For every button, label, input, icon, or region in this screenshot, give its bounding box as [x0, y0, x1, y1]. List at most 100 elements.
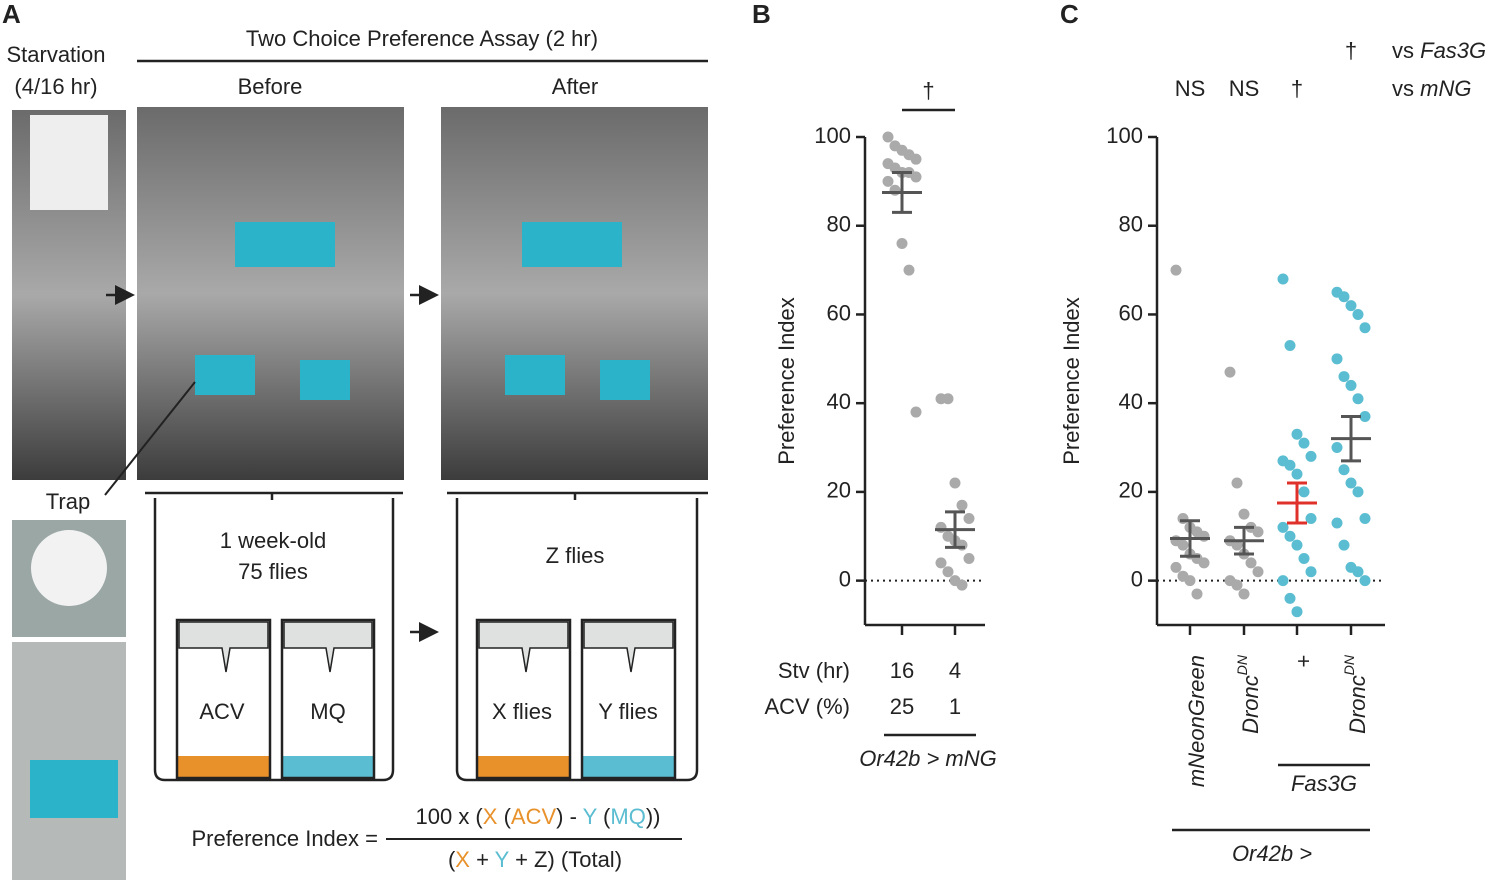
data-point: [1305, 450, 1317, 462]
y-tick-label: 80: [827, 212, 851, 237]
y-tick-label: 0: [839, 566, 851, 591]
starvation-label: Starvation: [6, 42, 105, 67]
photo-plug: [30, 115, 108, 210]
data-point: [1298, 552, 1310, 564]
row-cell: 25: [890, 694, 914, 719]
trap-label: Trap: [46, 489, 90, 514]
sem-bar: [1341, 414, 1361, 463]
data-point: [1184, 575, 1196, 587]
formula-part: X: [483, 804, 498, 829]
y-tick-label: 40: [827, 389, 851, 414]
row-label: Stv (hr): [778, 658, 850, 683]
data-point: [1170, 561, 1182, 573]
comparison-mark: †: [1345, 38, 1357, 63]
genotype: Or42b >: [1232, 841, 1312, 866]
data-point: [903, 264, 915, 276]
data-point: [1252, 526, 1264, 538]
row-cell: 4: [949, 658, 961, 683]
row-cell: 16: [890, 658, 914, 683]
y-axis-label: Preference Index: [1059, 297, 1084, 465]
data-point: [882, 131, 894, 143]
flies-label: 1 week-old: [220, 528, 326, 553]
data-point: [889, 184, 901, 196]
category-text: Dronc: [1345, 675, 1370, 734]
data-point: [1284, 459, 1296, 471]
beaker: [153, 498, 395, 782]
comparison-label: vs mNG: [1392, 76, 1471, 101]
photo-after: [441, 107, 708, 480]
data-point: [882, 175, 894, 187]
data-point: [1345, 477, 1357, 489]
formula-part: ) -: [556, 804, 582, 829]
y-tick-label: 20: [827, 478, 851, 503]
data-point: [1170, 264, 1182, 276]
photo-label: [195, 355, 255, 395]
significance: †: [922, 78, 934, 103]
sem-bar: [945, 510, 965, 549]
y-tick-label: 0: [1131, 566, 1143, 591]
y-axis-label: Preference Index: [774, 297, 799, 465]
category-sup: DN: [1234, 654, 1250, 675]
comparison-mark: NS: [1175, 76, 1206, 101]
comparison-part: Fas3G: [1420, 38, 1486, 63]
data-point: [1359, 513, 1371, 525]
data-point: [1359, 575, 1371, 587]
data-point: [1305, 566, 1317, 578]
data-point: [1345, 300, 1357, 312]
row-cell: 1: [949, 694, 961, 719]
data-point: [1277, 273, 1289, 285]
photo-label: [505, 355, 565, 395]
data-point: [1238, 588, 1250, 600]
data-point: [1238, 508, 1250, 520]
comparison-label: vs Fas3G: [1392, 38, 1486, 63]
data-point: [1352, 486, 1364, 498]
data-point: [1291, 468, 1303, 480]
photo-label: [600, 360, 650, 400]
y-tick-label: 80: [1119, 212, 1143, 237]
data-point: [1231, 539, 1243, 551]
formula-denominator: (X + Y + Z) (Total): [448, 847, 622, 872]
data-point: [1331, 353, 1343, 365]
data-point: [1331, 442, 1343, 454]
data-point: [1359, 322, 1371, 334]
panel-letter: B: [752, 0, 771, 29]
y-tick-label: 100: [1106, 123, 1143, 148]
data-point: [1338, 464, 1350, 476]
data-point: [963, 552, 975, 564]
data-point: [956, 539, 968, 551]
data-point: [956, 579, 968, 591]
formula-part: (: [448, 847, 456, 872]
y-tick-label: 60: [1119, 300, 1143, 325]
category-text: +: [1291, 655, 1316, 668]
before-label: Before: [238, 74, 303, 99]
data-point: [1284, 592, 1296, 604]
photo-trap-foam: [31, 530, 107, 606]
vial-label: ACV: [199, 699, 245, 724]
x-tick-label: DroncDN: [1341, 654, 1370, 734]
data-point: [1352, 566, 1364, 578]
data-point: [949, 477, 961, 489]
y-tick-label: 20: [1119, 478, 1143, 503]
data-point: [956, 499, 968, 511]
category-text: Dronc: [1238, 675, 1263, 734]
beaker: [455, 498, 699, 782]
sem-bar: [1180, 519, 1200, 558]
data-point: [1359, 410, 1371, 422]
data-point: [1338, 291, 1350, 303]
data-point: [1177, 539, 1189, 551]
formula-part: +: [470, 847, 495, 872]
vial-label: X flies: [492, 699, 552, 724]
flies-label: Z flies: [546, 543, 605, 568]
data-point: [1345, 379, 1357, 391]
genotype: Or42b > mNG: [859, 746, 997, 771]
data-point: [1231, 579, 1243, 591]
category-text: mNeonGreen: [1184, 655, 1209, 787]
formula-part: (: [597, 804, 611, 829]
data-point: [1231, 477, 1243, 489]
formula-part: Y: [495, 847, 510, 872]
data-point: [1352, 308, 1364, 320]
data-point: [935, 557, 947, 569]
sem-bar: [892, 170, 912, 214]
